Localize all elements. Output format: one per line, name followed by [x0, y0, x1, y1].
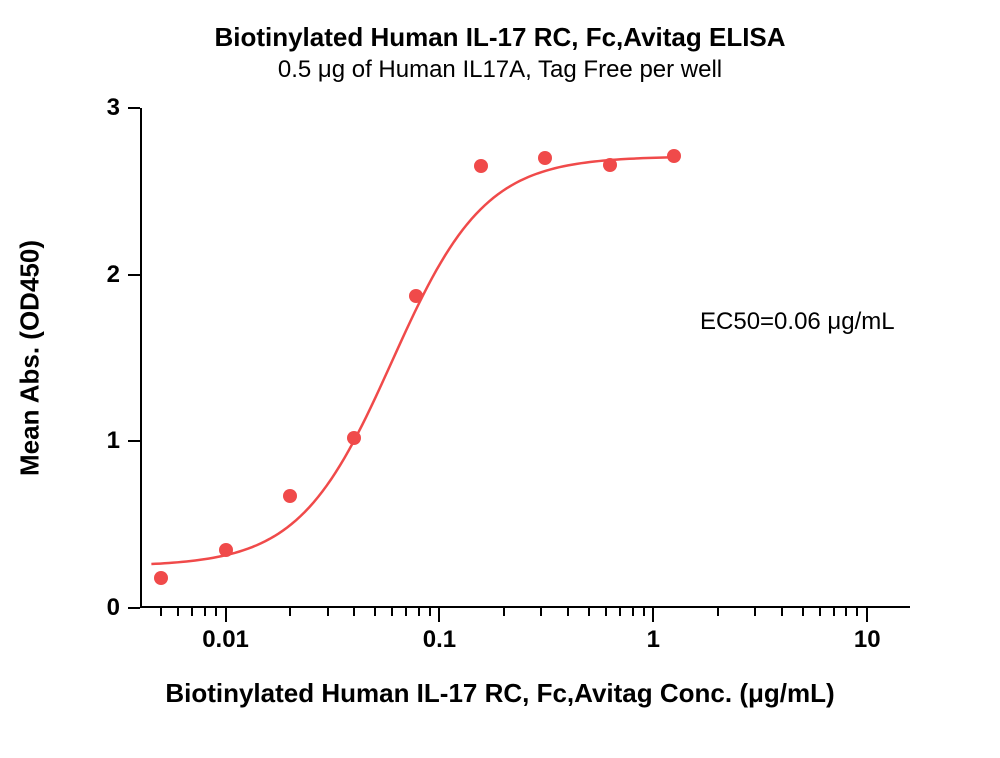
- x-tick-label: 10: [854, 626, 881, 654]
- x-tick-minor: [845, 608, 847, 616]
- x-tick-minor: [605, 608, 607, 616]
- x-tick-minor: [215, 608, 217, 616]
- y-tick-label: 3: [107, 94, 120, 122]
- y-tick: [128, 440, 140, 442]
- x-tick-minor: [225, 608, 227, 616]
- x-tick-minor: [391, 608, 393, 616]
- x-tick-minor: [619, 608, 621, 616]
- x-tick-minor: [856, 608, 858, 616]
- y-tick: [128, 607, 140, 609]
- x-tick-minor: [754, 608, 756, 616]
- y-tick: [128, 274, 140, 276]
- x-tick-minor: [374, 608, 376, 616]
- x-tick-label: 0.01: [202, 626, 249, 654]
- data-marker: [219, 543, 233, 557]
- x-tick-minor: [160, 608, 162, 616]
- data-marker: [409, 289, 423, 303]
- y-axis-label: Mean Abs. (OD450): [15, 240, 46, 476]
- x-tick-label: 1: [647, 626, 660, 654]
- x-tick-minor: [632, 608, 634, 616]
- x-tick-label: 0.1: [423, 626, 456, 654]
- x-tick-minor: [418, 608, 420, 616]
- x-tick-minor: [588, 608, 590, 616]
- data-marker: [667, 149, 681, 163]
- chart-title-sub: 0.5 μg of Human IL17A, Tag Free per well: [0, 56, 1000, 84]
- ec50-annotation: EC50=0.06 μg/mL: [700, 308, 895, 336]
- y-tick-label: 1: [107, 427, 120, 455]
- x-tick-minor: [833, 608, 835, 616]
- x-tick-minor: [819, 608, 821, 616]
- x-tick-minor: [438, 608, 440, 616]
- fit-curve-svg: [140, 108, 910, 608]
- x-tick-minor: [652, 608, 654, 616]
- y-tick: [128, 107, 140, 109]
- x-tick-minor: [643, 608, 645, 616]
- y-tick-label: 0: [107, 594, 120, 622]
- fit-curve-path: [151, 157, 677, 564]
- x-tick-minor: [717, 608, 719, 616]
- data-marker: [154, 571, 168, 585]
- x-tick-minor: [429, 608, 431, 616]
- data-marker: [347, 431, 361, 445]
- x-tick-minor: [567, 608, 569, 616]
- chart-title-main: Biotinylated Human IL-17 RC, Fc,Avitag E…: [0, 22, 1000, 53]
- data-marker: [603, 158, 617, 172]
- data-marker: [538, 151, 552, 165]
- chart-canvas: Biotinylated Human IL-17 RC, Fc,Avitag E…: [0, 0, 1000, 758]
- x-tick-minor: [327, 608, 329, 616]
- x-tick-minor: [540, 608, 542, 616]
- x-tick-minor: [289, 608, 291, 616]
- data-marker: [283, 489, 297, 503]
- x-tick-minor: [405, 608, 407, 616]
- x-axis-label: Biotinylated Human IL-17 RC, Fc,Avitag C…: [0, 678, 1000, 709]
- x-tick-minor: [503, 608, 505, 616]
- y-tick-label: 2: [107, 261, 120, 289]
- x-tick-minor: [204, 608, 206, 616]
- x-tick-minor: [781, 608, 783, 616]
- data-marker: [474, 159, 488, 173]
- plot-area: [140, 108, 910, 608]
- x-tick-minor: [353, 608, 355, 616]
- x-tick-minor: [866, 608, 868, 616]
- x-tick-minor: [191, 608, 193, 616]
- x-tick-minor: [802, 608, 804, 616]
- x-tick-minor: [177, 608, 179, 616]
